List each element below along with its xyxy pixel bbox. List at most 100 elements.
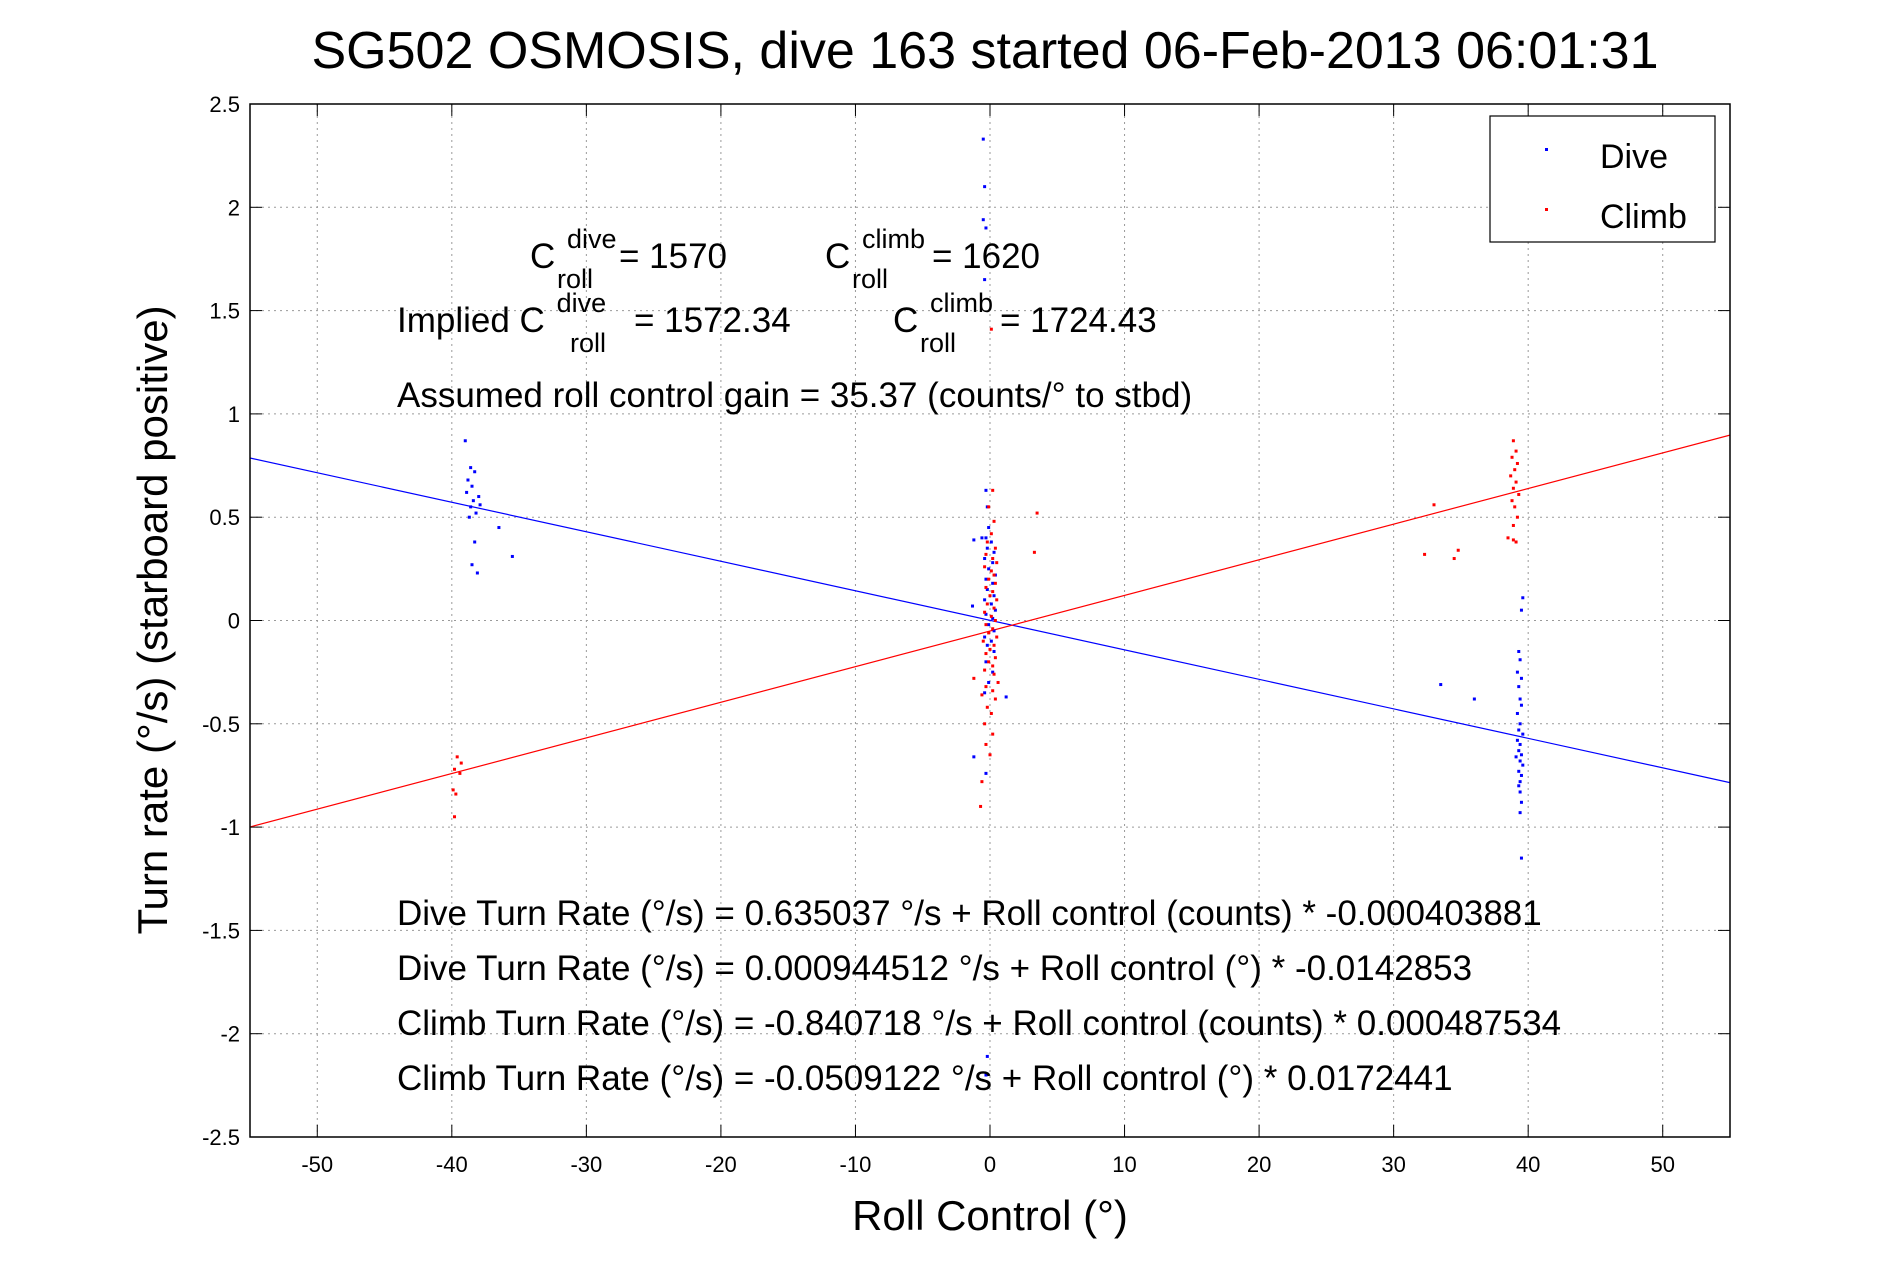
point-climb [987, 660, 991, 664]
x-tick-label: -20 [705, 1152, 737, 1177]
point-climb [1511, 538, 1515, 542]
point-dive [991, 670, 995, 674]
y-tick-label: -1.5 [202, 918, 240, 943]
point-climb [983, 610, 987, 614]
point-climb [1511, 523, 1515, 527]
point-dive [1521, 596, 1525, 600]
legend-marker-climb [1545, 208, 1548, 211]
point-climb [991, 557, 995, 561]
point-climb [988, 753, 992, 757]
x-tick-label: -10 [840, 1152, 872, 1177]
point-climb [972, 676, 976, 680]
annotation-c-dive-sup: dive [567, 224, 617, 254]
point-climb [1510, 455, 1514, 459]
point-dive [1517, 784, 1521, 788]
y-tick-label: -0.5 [202, 712, 240, 737]
point-dive [989, 540, 993, 544]
point-dive [987, 623, 991, 627]
point-climb [1514, 540, 1518, 544]
point-dive [1472, 697, 1476, 701]
x-tick-label: 0 [984, 1152, 996, 1177]
legend-label-climb: Climb [1600, 198, 1687, 236]
y-tick-label: 2.5 [209, 92, 240, 117]
point-climb [985, 705, 989, 709]
point-dive [992, 550, 996, 554]
point-climb [984, 585, 988, 589]
point-dive [497, 526, 501, 530]
annotation-c-dive-base: C [530, 237, 555, 276]
annotation-implied-dive-sub: roll [570, 328, 606, 358]
point-climb [453, 815, 457, 819]
point-climb [1513, 505, 1517, 509]
point-dive [991, 581, 995, 585]
point-dive [475, 571, 479, 575]
point-dive [1518, 780, 1522, 784]
point-climb [995, 561, 999, 565]
point-dive [1518, 722, 1522, 726]
point-climb [1511, 439, 1515, 443]
point-climb [992, 606, 996, 610]
point-dive [1519, 676, 1523, 680]
annotation-gain: Assumed roll control gain = 35.37 (count… [397, 376, 1192, 415]
point-dive [1519, 753, 1523, 757]
point-dive [1521, 763, 1525, 767]
point-climb [1032, 550, 1036, 554]
y-axis-label: Turn rate (°/s) (starboard positive) [129, 305, 176, 934]
annotation-equation-2: Dive Turn Rate (°/s) = 0.000944512 °/s +… [397, 949, 1472, 988]
point-dive [992, 594, 996, 598]
point-climb [987, 505, 991, 509]
point-climb [983, 722, 987, 726]
y-tick-label: 2 [228, 195, 240, 220]
y-tick-label: -2.5 [202, 1125, 240, 1150]
point-dive [989, 602, 993, 606]
point-climb [989, 532, 993, 536]
point-climb [985, 602, 989, 606]
point-climb [1517, 492, 1521, 496]
point-dive [1515, 670, 1519, 674]
annotation-implied-climb-sub: roll [920, 328, 956, 358]
annotation-equation-4: Climb Turn Rate (°/s) = -0.0509122 °/s +… [397, 1059, 1453, 1098]
point-dive [981, 218, 985, 222]
point-climb [1511, 486, 1515, 490]
point-climb [996, 680, 1000, 684]
point-dive [984, 771, 988, 775]
point-dive [984, 577, 988, 581]
annotation-c-climb-sup: climb [862, 224, 925, 254]
point-climb [991, 732, 995, 736]
point-climb [993, 581, 997, 585]
x-tick-label: 20 [1247, 1152, 1271, 1177]
legend: Dive Climb [1489, 115, 1716, 243]
point-climb [992, 672, 996, 676]
point-dive [1519, 800, 1523, 804]
point-climb [1423, 552, 1427, 556]
point-climb [1452, 557, 1456, 561]
x-tick-label: 50 [1650, 1152, 1674, 1177]
y-tick-label: 0 [228, 609, 240, 634]
x-tick-label: 10 [1112, 1152, 1136, 1177]
point-dive [1515, 738, 1519, 742]
point-climb [1432, 503, 1436, 507]
axis-ticks [250, 103, 1730, 1138]
y-tick-label: 1 [228, 402, 240, 427]
point-climb [1514, 480, 1518, 484]
point-climb [983, 565, 987, 569]
point-climb [984, 685, 988, 689]
legend-box [1489, 115, 1716, 243]
fit-line-climb [250, 434, 1730, 828]
point-climb [1513, 468, 1517, 472]
point-climb [987, 631, 991, 635]
point-dive [1518, 759, 1522, 763]
fit-line-dive [250, 457, 1730, 784]
point-climb [984, 652, 988, 656]
annotation-implied-climb-sup: climb [930, 288, 993, 318]
annotation-implied-dive-value: = 1572.34 [634, 301, 791, 340]
point-dive [474, 511, 478, 515]
point-climb [984, 552, 988, 556]
point-dive [987, 526, 991, 530]
point-dive [981, 137, 985, 141]
annotation-c-dive: C dive roll = 1570 [530, 217, 727, 296]
point-dive [1515, 711, 1519, 715]
point-dive [983, 278, 987, 282]
point-dive [1514, 755, 1518, 759]
